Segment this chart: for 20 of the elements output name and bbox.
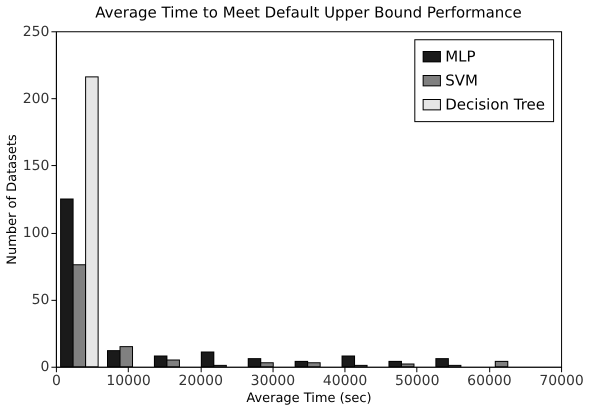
chart-title: Average Time to Meet Default Upper Bound Performance [95, 3, 522, 22]
x-tick-label: 70000 [539, 373, 584, 390]
x-tick-label: 0 [52, 373, 61, 390]
x-tick-label: 60000 [467, 373, 512, 390]
y-tick-label: 50 [32, 292, 50, 308]
legend-label: MLP [445, 48, 476, 66]
x-tick-label: 10000 [106, 373, 151, 390]
legend-label: Decision Tree [445, 96, 545, 114]
x-tick-label: 20000 [178, 373, 223, 390]
y-tick-label: 0 [40, 359, 50, 376]
y-tick-label: 200 [22, 90, 50, 107]
x-axis-title: Average Time (sec) [246, 391, 372, 406]
y-tick-label: 250 [22, 24, 50, 40]
y-axis-title: Number of Datasets [4, 134, 20, 265]
x-tick-label: 40000 [322, 373, 368, 390]
x-tick-label: 30000 [250, 373, 296, 390]
legend-label: SVM [445, 72, 478, 90]
x-tick-label: 50000 [395, 373, 440, 390]
y-tick-label: 150 [22, 158, 50, 174]
y-tick-label: 100 [22, 225, 50, 242]
